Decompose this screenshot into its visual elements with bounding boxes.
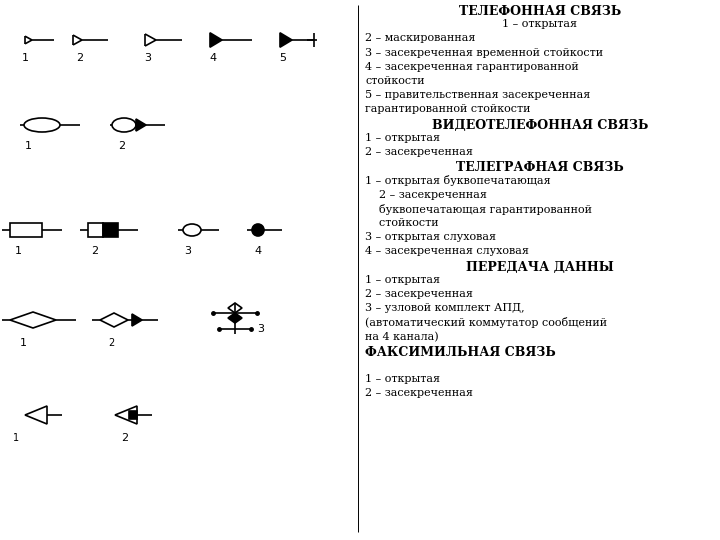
Text: 1 – открытая: 1 – открытая <box>365 133 440 143</box>
Text: ФАКСИМИЛЬНАЯ СВЯЗЬ: ФАКСИМИЛЬНАЯ СВЯЗЬ <box>365 346 556 359</box>
Text: 1 – открытая: 1 – открытая <box>503 19 577 29</box>
Text: стойкости: стойкости <box>365 218 438 228</box>
Text: 1: 1 <box>13 433 19 443</box>
Text: ТЕЛЕГРАФНАЯ СВЯЗЬ: ТЕЛЕГРАФНАЯ СВЯЗЬ <box>456 161 624 174</box>
Text: 2 – засекреченная: 2 – засекреченная <box>365 388 473 399</box>
Text: 1 – открытая: 1 – открытая <box>365 374 440 384</box>
Bar <box>129 411 137 419</box>
Polygon shape <box>132 314 142 326</box>
Text: 2: 2 <box>91 246 98 256</box>
Text: 1 – открытая: 1 – открытая <box>365 275 440 285</box>
Text: 3: 3 <box>257 324 264 334</box>
Text: ТЕЛЕФОННАЯ СВЯЗЬ: ТЕЛЕФОННАЯ СВЯЗЬ <box>459 5 621 18</box>
Text: ПЕРЕДАЧА ДАННЫ: ПЕРЕДАЧА ДАННЫ <box>466 261 614 274</box>
Text: 1: 1 <box>25 141 32 151</box>
Text: буквопечатающая гарантированной: буквопечатающая гарантированной <box>365 204 592 215</box>
Polygon shape <box>210 33 222 47</box>
Text: 2: 2 <box>118 141 125 151</box>
Text: 1: 1 <box>22 53 29 63</box>
Text: гарантированной стойкости: гарантированной стойкости <box>365 104 531 114</box>
Text: 2: 2 <box>121 433 128 443</box>
Text: 2: 2 <box>108 338 114 348</box>
Text: 3: 3 <box>144 53 151 63</box>
Text: 4 – засекреченная слуховая: 4 – засекреченная слуховая <box>365 246 529 256</box>
Text: 2 – засекреченная: 2 – засекреченная <box>365 190 487 200</box>
Text: 3 – открытая слуховая: 3 – открытая слуховая <box>365 232 496 242</box>
Text: 1 – открытая буквопечатающая: 1 – открытая буквопечатающая <box>365 176 551 186</box>
Text: 3 – узловой комплект АПД,: 3 – узловой комплект АПД, <box>365 303 525 313</box>
Bar <box>103 223 118 237</box>
Text: стойкости: стойкости <box>365 76 425 86</box>
Text: 5 – правительственная засекреченная: 5 – правительственная засекреченная <box>365 90 590 100</box>
Text: ВИДЕОТЕЛЕФОННАЯ СВЯЗЬ: ВИДЕОТЕЛЕФОННАЯ СВЯЗЬ <box>432 119 648 132</box>
Text: 3: 3 <box>184 246 191 256</box>
Bar <box>10 223 42 237</box>
Text: 1: 1 <box>15 246 22 256</box>
Polygon shape <box>280 33 292 47</box>
Text: 2 – засекреченная: 2 – засекреченная <box>365 289 473 299</box>
Text: (автоматический коммутатор сообщений: (автоматический коммутатор сообщений <box>365 318 607 328</box>
Text: 1: 1 <box>20 338 27 348</box>
Text: 2 – засекреченная: 2 – засекреченная <box>365 147 473 157</box>
Text: 2 – маскированная: 2 – маскированная <box>365 33 475 43</box>
Text: 4: 4 <box>254 246 261 256</box>
Text: 2: 2 <box>76 53 83 63</box>
Text: на 4 канала): на 4 канала) <box>365 332 438 342</box>
Text: 4: 4 <box>209 53 216 63</box>
Bar <box>88 223 103 237</box>
Ellipse shape <box>252 224 264 236</box>
Polygon shape <box>136 119 146 131</box>
Text: 4 – засекреченная гарантированной: 4 – засекреченная гарантированной <box>365 62 579 72</box>
Text: 3 – засекреченная временной стойкости: 3 – засекреченная временной стойкости <box>365 48 603 58</box>
Polygon shape <box>228 313 242 323</box>
Text: 5: 5 <box>279 53 286 63</box>
